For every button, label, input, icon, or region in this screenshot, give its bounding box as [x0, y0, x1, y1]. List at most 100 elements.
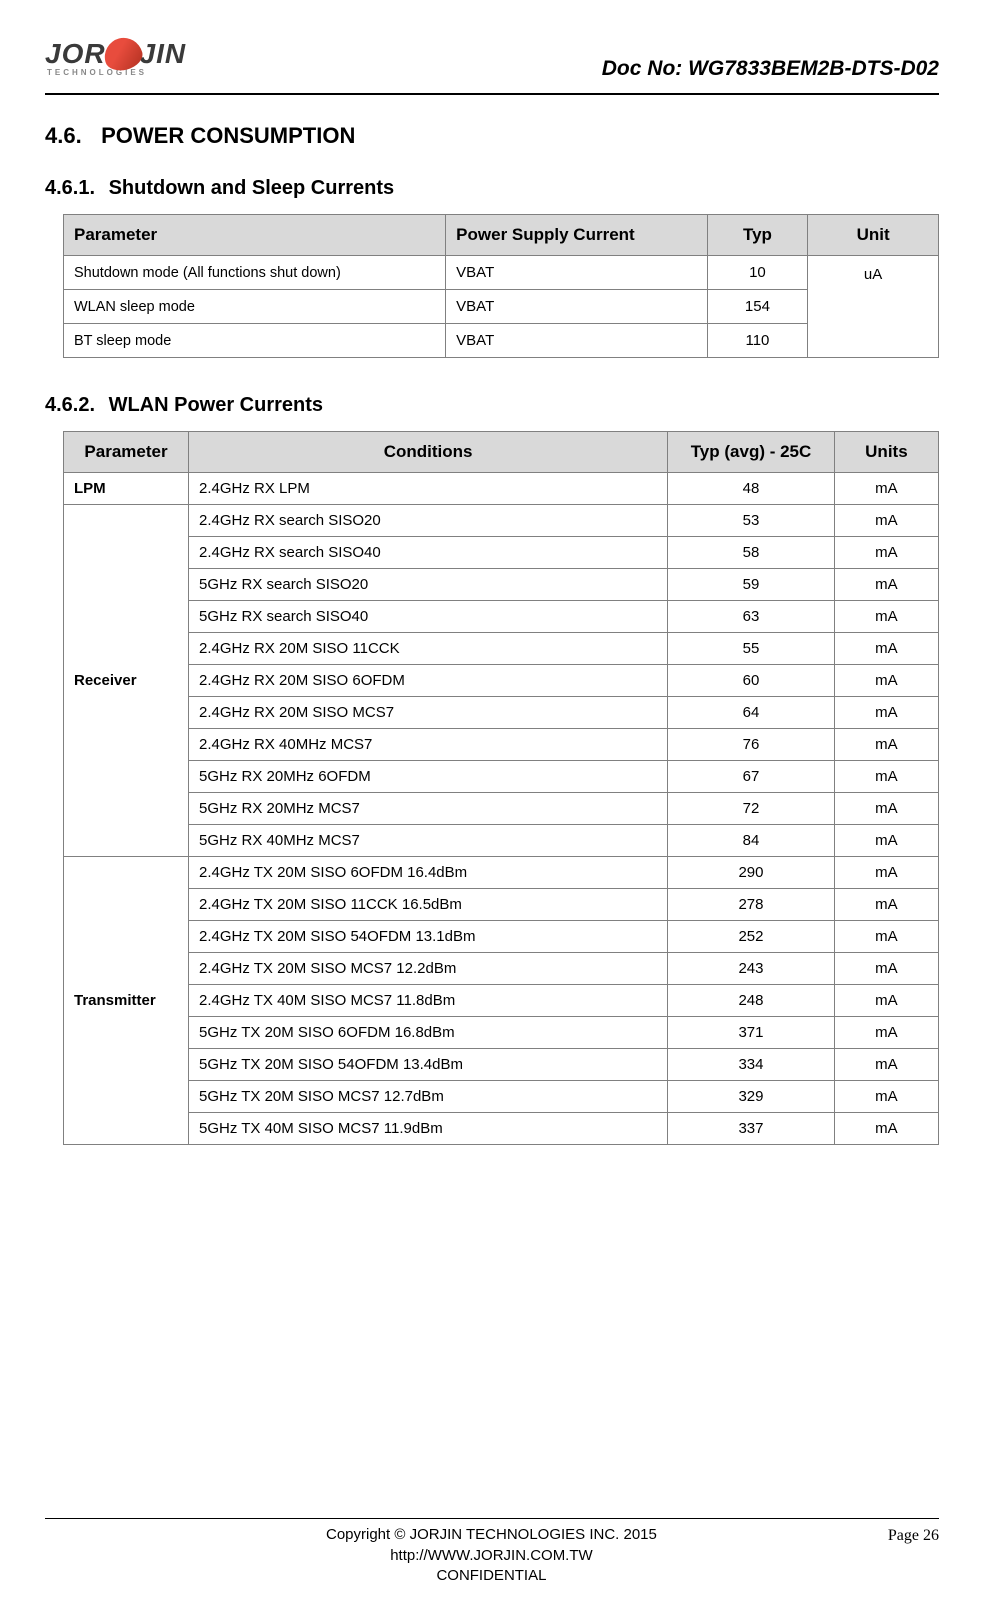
t2-unit-cell: mA: [834, 633, 938, 665]
t2-unit-cell: mA: [834, 729, 938, 761]
section-heading-shutdown-sleep: 4.6.1. Shutdown and Sleep Currents: [45, 177, 939, 200]
shutdown-sleep-table: Parameter Power Supply Current Typ Unit …: [63, 214, 939, 358]
t1-parameter-cell: BT sleep mode: [64, 324, 446, 358]
t2-typ-cell: 58: [668, 537, 835, 569]
footer-center: Copyright © JORJIN TECHNOLOGIES INC. 201…: [115, 1525, 868, 1586]
table-row: WLAN sleep modeVBAT154: [64, 290, 939, 324]
footer-confidential: CONFIDENTIAL: [115, 1566, 868, 1586]
t2-typ-cell: 76: [668, 729, 835, 761]
t2-parameter-cell: LPM: [64, 473, 189, 505]
table-row: 2.4GHz RX 40MHz MCS776mA: [64, 729, 939, 761]
page-header: JOR JIN TECHNOLOGIES Doc No: WG7833BEM2B…: [45, 30, 939, 85]
t2-condition-cell: 5GHz RX search SISO40: [189, 601, 668, 633]
t2-parameter-cell: Transmitter: [64, 857, 189, 1145]
t1-parameter-cell: WLAN sleep mode: [64, 290, 446, 324]
table-row: 2.4GHz TX 20M SISO 11CCK 16.5dBm278mA: [64, 889, 939, 921]
table-row: Transmitter2.4GHz TX 20M SISO 6OFDM 16.4…: [64, 857, 939, 889]
t2-condition-cell: 2.4GHz RX search SISO40: [189, 537, 668, 569]
t2-typ-cell: 371: [668, 1017, 835, 1049]
t2-typ-cell: 64: [668, 697, 835, 729]
t1-header-parameter: Parameter: [64, 215, 446, 256]
t2-unit-cell: mA: [834, 505, 938, 537]
logo: JOR JIN TECHNOLOGIES: [45, 30, 186, 85]
t2-condition-cell: 2.4GHz RX search SISO20: [189, 505, 668, 537]
t2-typ-cell: 329: [668, 1081, 835, 1113]
t2-unit-cell: mA: [834, 569, 938, 601]
table-row: 5GHz TX 20M SISO 54OFDM 13.4dBm334mA: [64, 1049, 939, 1081]
table-row: 5GHz RX 20MHz MCS772mA: [64, 793, 939, 825]
t2-header-parameter: Parameter: [64, 432, 189, 473]
table-row: 5GHz RX search SISO4063mA: [64, 601, 939, 633]
footer-copyright: Copyright © JORJIN TECHNOLOGIES INC. 201…: [115, 1525, 868, 1545]
t2-typ-cell: 59: [668, 569, 835, 601]
t2-unit-cell: mA: [834, 825, 938, 857]
t2-unit-cell: mA: [834, 857, 938, 889]
table-row: 5GHz RX 40MHz MCS784mA: [64, 825, 939, 857]
t1-typ-cell: 10: [707, 256, 808, 290]
t1-psc-cell: VBAT: [446, 290, 707, 324]
t2-typ-cell: 67: [668, 761, 835, 793]
t2-condition-cell: 5GHz RX search SISO20: [189, 569, 668, 601]
page-number: Page 26: [888, 1527, 939, 1545]
t2-condition-cell: 5GHz TX 40M SISO MCS7 11.9dBm: [189, 1113, 668, 1145]
t1-psc-cell: VBAT: [446, 324, 707, 358]
t2-unit-cell: mA: [834, 665, 938, 697]
t2-unit-cell: mA: [834, 1017, 938, 1049]
t2-unit-cell: mA: [834, 697, 938, 729]
table-row: 5GHz TX 20M SISO 6OFDM 16.8dBm371mA: [64, 1017, 939, 1049]
t2-typ-cell: 63: [668, 601, 835, 633]
t2-condition-cell: 2.4GHz RX 20M SISO 11CCK: [189, 633, 668, 665]
footer-rule: [45, 1518, 939, 1519]
t2-condition-cell: 2.4GHz RX 20M SISO 6OFDM: [189, 665, 668, 697]
table-row: Shutdown mode (All functions shut down)V…: [64, 256, 939, 290]
t2-condition-cell: 2.4GHz RX 20M SISO MCS7: [189, 697, 668, 729]
t2-parameter-cell: Receiver: [64, 505, 189, 857]
subsection-title: WLAN Power Currents: [109, 394, 323, 416]
t2-header-units: Units: [834, 432, 938, 473]
t1-header-typ: Typ: [707, 215, 808, 256]
t1-typ-cell: 154: [707, 290, 808, 324]
t2-condition-cell: 2.4GHz RX LPM: [189, 473, 668, 505]
t2-typ-cell: 55: [668, 633, 835, 665]
t2-typ-cell: 278: [668, 889, 835, 921]
t1-typ-cell: 110: [707, 324, 808, 358]
t2-unit-cell: mA: [834, 889, 938, 921]
t2-unit-cell: mA: [834, 1081, 938, 1113]
t2-header-typ: Typ (avg) - 25C: [668, 432, 835, 473]
table-row: 2.4GHz TX 20M SISO MCS7 12.2dBm243mA: [64, 953, 939, 985]
t2-condition-cell: 2.4GHz TX 20M SISO MCS7 12.2dBm: [189, 953, 668, 985]
subsection-number: 4.6.1.: [45, 177, 103, 200]
logo-main: JOR JIN: [45, 38, 186, 70]
table-row: LPM2.4GHz RX LPM48mA: [64, 473, 939, 505]
table-row: 2.4GHz TX 40M SISO MCS7 11.8dBm248mA: [64, 985, 939, 1017]
t2-typ-cell: 84: [668, 825, 835, 857]
subsection-number: 4.6.2.: [45, 394, 103, 417]
section-number: 4.6.: [45, 123, 95, 149]
t2-unit-cell: mA: [834, 1113, 938, 1145]
t2-condition-cell: 2.4GHz TX 20M SISO 54OFDM 13.1dBm: [189, 921, 668, 953]
table-row: 5GHz TX 20M SISO MCS7 12.7dBm329mA: [64, 1081, 939, 1113]
t2-typ-cell: 48: [668, 473, 835, 505]
subsection-title: Shutdown and Sleep Currents: [109, 177, 395, 199]
t2-condition-cell: 5GHz TX 20M SISO 6OFDM 16.8dBm: [189, 1017, 668, 1049]
t2-condition-cell: 5GHz TX 20M SISO 54OFDM 13.4dBm: [189, 1049, 668, 1081]
t2-condition-cell: 2.4GHz TX 20M SISO 11CCK 16.5dBm: [189, 889, 668, 921]
table-row: 2.4GHz RX 20M SISO 11CCK55mA: [64, 633, 939, 665]
t2-typ-cell: 334: [668, 1049, 835, 1081]
t2-typ-cell: 60: [668, 665, 835, 697]
table-row: Receiver2.4GHz RX search SISO2053mA: [64, 505, 939, 537]
t1-unit-cell: uA: [808, 256, 939, 358]
table-row: 2.4GHz RX 20M SISO 6OFDM60mA: [64, 665, 939, 697]
footer-url: http://WWW.JORJIN.COM.TW: [115, 1546, 868, 1566]
t2-typ-cell: 337: [668, 1113, 835, 1145]
table-row: 2.4GHz RX 20M SISO MCS764mA: [64, 697, 939, 729]
logo-text-after: JIN: [140, 38, 187, 70]
t2-typ-cell: 252: [668, 921, 835, 953]
table-row: 5GHz RX search SISO2059mA: [64, 569, 939, 601]
t2-unit-cell: mA: [834, 985, 938, 1017]
t2-header-conditions: Conditions: [189, 432, 668, 473]
t2-typ-cell: 53: [668, 505, 835, 537]
t2-unit-cell: mA: [834, 473, 938, 505]
t2-unit-cell: mA: [834, 537, 938, 569]
table-row: BT sleep modeVBAT110: [64, 324, 939, 358]
